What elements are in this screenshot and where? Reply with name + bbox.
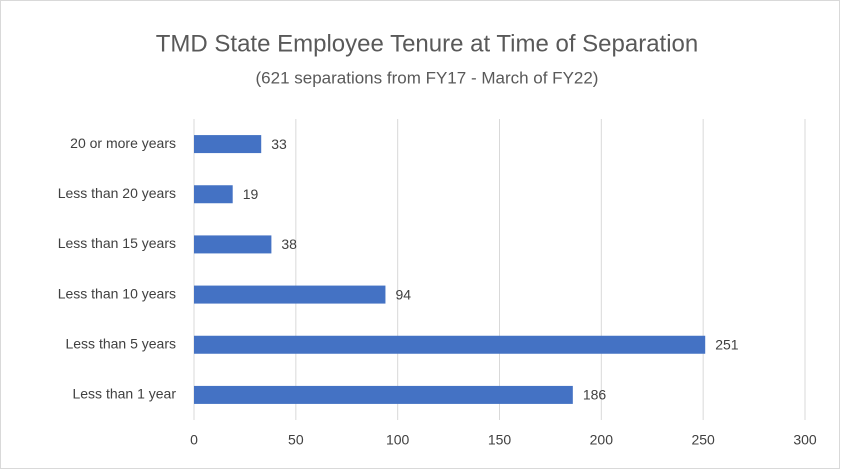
y-tick-label: 20 or more years [70,135,176,151]
data-label: 33 [271,136,287,152]
x-tick-label: 300 [793,432,817,448]
x-tick-label: 100 [386,432,410,448]
data-label: 251 [715,336,739,352]
x-tick-label: 200 [590,432,614,448]
y-tick-label: Less than 15 years [58,235,176,251]
bar [194,285,386,304]
y-tick-label: Less than 5 years [65,335,176,351]
y-tick-label: Less than 20 years [58,185,176,201]
bar [194,135,262,154]
plot: 33 19 38 94 251 186 [194,135,739,404]
bar [194,335,706,354]
chart-subtitle: (621 separations from FY17 - March of FY… [256,68,599,87]
grid [193,119,806,420]
x-tick-label: 50 [288,432,304,448]
x-tick-label: 0 [190,432,198,448]
data-label: 94 [395,286,411,302]
y-tick-label: Less than 1 year [72,386,176,402]
bar [194,385,573,404]
x-tick-label: 250 [691,432,715,448]
bar [194,235,272,254]
data-label: 38 [281,236,297,252]
bar [194,185,233,204]
data-label: 19 [243,186,259,202]
y-tick-label: Less than 10 years [58,285,176,301]
data-label: 186 [583,387,607,403]
x-tick-label: 150 [488,432,512,448]
chart-title: TMD State Employee Tenure at Time of Sep… [156,30,699,57]
